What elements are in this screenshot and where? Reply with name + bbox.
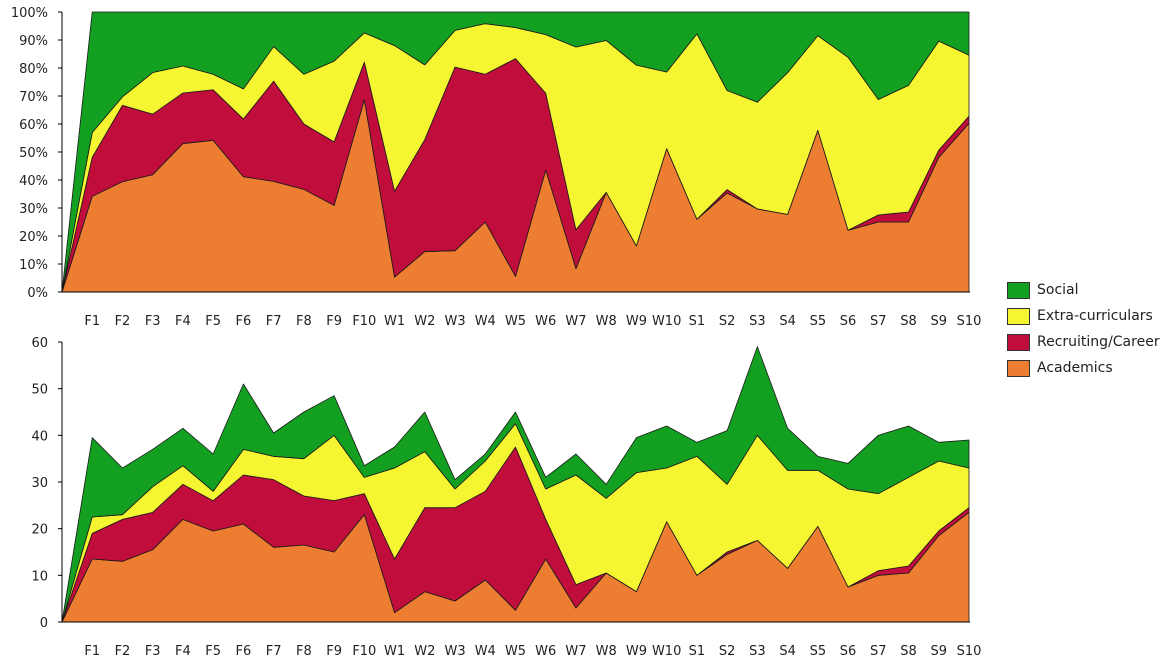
x-tick-label: W4 bbox=[475, 314, 496, 329]
x-tick-label: F1 bbox=[84, 644, 100, 659]
legend-label: Extra-curriculars bbox=[1037, 308, 1153, 324]
x-tick-label: S5 bbox=[810, 644, 827, 659]
x-tick-label: S9 bbox=[931, 644, 948, 659]
legend-item-academics: Academics bbox=[1007, 355, 1160, 381]
y-tick-label: 10 bbox=[31, 569, 48, 584]
x-tick-label: W8 bbox=[596, 644, 617, 659]
x-tick-label: S6 bbox=[840, 314, 857, 329]
y-tick-label: 30 bbox=[31, 476, 48, 491]
area-social-chart1 bbox=[61, 346, 970, 623]
x-tick-label: F1 bbox=[84, 314, 100, 329]
x-tick-label: F2 bbox=[115, 314, 131, 329]
x-tick-label: F3 bbox=[145, 314, 161, 329]
x-tick-label: W6 bbox=[535, 644, 556, 659]
x-tick-label: F6 bbox=[236, 314, 252, 329]
x-tick-label: W1 bbox=[384, 314, 405, 329]
x-tick-label: W8 bbox=[596, 314, 617, 329]
x-tick-label: S6 bbox=[840, 644, 857, 659]
x-tick-label: W9 bbox=[626, 644, 647, 659]
x-tick-label: F10 bbox=[352, 314, 376, 329]
legend-swatch-academics bbox=[1007, 359, 1030, 377]
y-tick-label: 50% bbox=[19, 146, 48, 161]
y-tick-label: 60 bbox=[31, 336, 48, 351]
x-tick-label: F10 bbox=[352, 644, 376, 659]
y-tick-label: 20 bbox=[31, 523, 48, 538]
x-tick-label: F7 bbox=[266, 314, 282, 329]
x-tick-label: W3 bbox=[444, 314, 465, 329]
legend-item-extra-curriculars: Extra-curriculars bbox=[1007, 303, 1160, 329]
x-tick-label: S4 bbox=[779, 644, 796, 659]
x-tick-label: W10 bbox=[652, 314, 681, 329]
y-tick-label: 70% bbox=[19, 90, 48, 105]
legend-item-recruiting-career: Recruiting/Career bbox=[1007, 329, 1160, 355]
x-tick-label: F2 bbox=[115, 644, 131, 659]
x-tick-label: S7 bbox=[870, 644, 887, 659]
x-tick-label: S10 bbox=[957, 644, 982, 659]
x-tick-label: S5 bbox=[810, 314, 827, 329]
x-tick-label: S10 bbox=[957, 314, 982, 329]
x-tick-label: S9 bbox=[931, 314, 948, 329]
legend-label: Recruiting/Career bbox=[1037, 334, 1160, 350]
x-tick-label: S4 bbox=[779, 314, 796, 329]
x-tick-label: S8 bbox=[900, 314, 917, 329]
y-tick-label: 0 bbox=[40, 616, 48, 631]
x-tick-label: W2 bbox=[414, 644, 435, 659]
x-tick-label: W10 bbox=[652, 644, 681, 659]
legend-swatch-social bbox=[1007, 281, 1030, 299]
x-tick-label: F5 bbox=[205, 314, 221, 329]
y-tick-label: 10% bbox=[19, 258, 48, 273]
x-tick-label: F5 bbox=[205, 644, 221, 659]
x-tick-label: F8 bbox=[296, 644, 312, 659]
x-tick-label: S1 bbox=[689, 314, 706, 329]
x-tick-label: F4 bbox=[175, 314, 191, 329]
x-tick-label: W7 bbox=[565, 314, 586, 329]
x-tick-label: W2 bbox=[414, 314, 435, 329]
x-tick-label: F9 bbox=[326, 314, 342, 329]
x-tick-label: F7 bbox=[266, 644, 282, 659]
legend-item-social: Social bbox=[1007, 277, 1160, 303]
x-tick-label: S2 bbox=[719, 644, 736, 659]
y-tick-label: 50 bbox=[31, 383, 48, 398]
x-tick-label: S8 bbox=[900, 644, 917, 659]
y-tick-label: 40% bbox=[19, 174, 48, 189]
x-tick-label: W6 bbox=[535, 314, 556, 329]
x-tick-label: W7 bbox=[565, 644, 586, 659]
y-tick-label: 30% bbox=[19, 202, 48, 217]
x-tick-label: W5 bbox=[505, 644, 526, 659]
x-tick-label: S7 bbox=[870, 314, 887, 329]
x-tick-label: W5 bbox=[505, 314, 526, 329]
y-tick-label: 90% bbox=[19, 34, 48, 49]
x-tick-label: S2 bbox=[719, 314, 736, 329]
x-tick-label: S3 bbox=[749, 644, 766, 659]
x-tick-label: S3 bbox=[749, 314, 766, 329]
x-tick-label: S1 bbox=[689, 644, 706, 659]
x-tick-label: F6 bbox=[236, 644, 252, 659]
area-social-chart0 bbox=[61, 11, 970, 293]
x-tick-label: F9 bbox=[326, 644, 342, 659]
legend: Social Extra-curriculars Recruiting/Care… bbox=[1007, 277, 1160, 381]
y-tick-label: 40 bbox=[31, 429, 48, 444]
y-tick-label: 80% bbox=[19, 62, 48, 77]
y-tick-label: 60% bbox=[19, 118, 48, 133]
x-tick-label: W3 bbox=[444, 644, 465, 659]
x-tick-label: F4 bbox=[175, 644, 191, 659]
y-tick-label: 0% bbox=[27, 286, 48, 301]
legend-label: Academics bbox=[1037, 360, 1113, 376]
x-tick-label: W4 bbox=[475, 644, 496, 659]
legend-label: Social bbox=[1037, 282, 1079, 298]
y-tick-label: 20% bbox=[19, 230, 48, 245]
x-tick-label: W9 bbox=[626, 314, 647, 329]
x-tick-label: W1 bbox=[384, 644, 405, 659]
x-tick-label: F3 bbox=[145, 644, 161, 659]
legend-swatch-recruiting-career bbox=[1007, 333, 1030, 351]
legend-swatch-extra-curriculars bbox=[1007, 307, 1030, 325]
x-tick-label: F8 bbox=[296, 314, 312, 329]
y-tick-label: 100% bbox=[11, 6, 48, 21]
